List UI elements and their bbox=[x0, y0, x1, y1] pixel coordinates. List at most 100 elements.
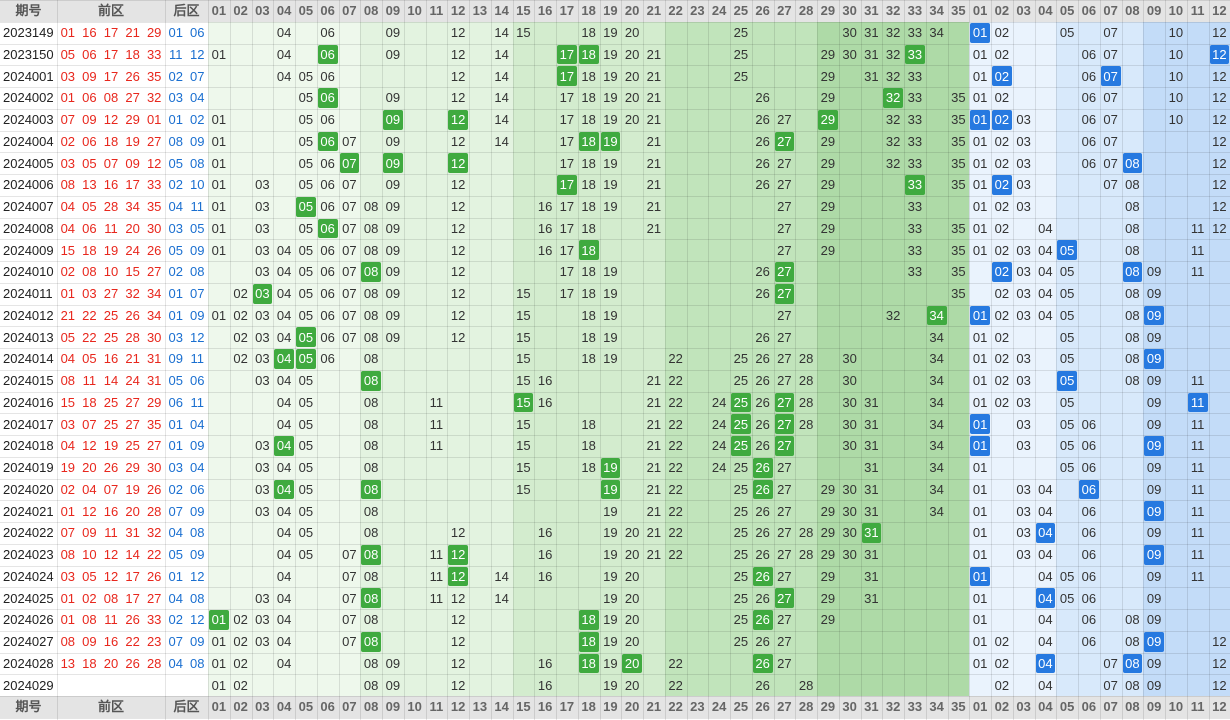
front-zone-number: 26 bbox=[755, 438, 770, 454]
grid-line bbox=[338, 0, 340, 720]
front-zone-number: 21 bbox=[646, 133, 662, 149]
front-zone-number: 26 bbox=[755, 590, 770, 606]
front-zone-number: 05 bbox=[298, 503, 314, 519]
front-hit-cell: 25 bbox=[730, 435, 752, 457]
back-hit-number: 04 bbox=[1035, 588, 1056, 608]
back-draw-number bbox=[165, 674, 187, 696]
issue-number: 2024008 bbox=[0, 217, 57, 240]
back-zone-number: 10 bbox=[1168, 68, 1184, 84]
header-front-number: 32 bbox=[882, 0, 904, 22]
front-hit-number: 26 bbox=[752, 479, 773, 500]
back-zone-number: 03 bbox=[1016, 547, 1031, 563]
back-zone-number: 09 bbox=[1146, 460, 1162, 476]
front-zone-number: 04 bbox=[276, 416, 292, 432]
front-zone-number: 03 bbox=[255, 438, 270, 454]
front-zone-number: 27 bbox=[777, 481, 792, 497]
front-zone-number: 32 bbox=[885, 68, 901, 84]
back-zone-number: 05 bbox=[1059, 307, 1075, 323]
front-zone-number: 26 bbox=[755, 329, 770, 345]
front-hit-number: 06 bbox=[317, 218, 338, 239]
footer-header-front-number: 19 bbox=[599, 696, 622, 718]
front-zone-number: 09 bbox=[385, 307, 401, 323]
back-zone-number: 08 bbox=[1125, 351, 1140, 367]
back-draw-number: 02 bbox=[165, 65, 187, 87]
back-zone-number: 11 bbox=[1190, 416, 1205, 432]
back-draw-number: 04 bbox=[186, 413, 208, 435]
footer-header-front-number: 12 bbox=[447, 696, 469, 718]
front-draw-number: 17 bbox=[121, 587, 144, 609]
front-draw-number: 24 bbox=[121, 239, 144, 261]
front-zone-number: 31 bbox=[864, 68, 879, 84]
header-front-number: 22 bbox=[664, 0, 687, 22]
grid-line bbox=[295, 0, 296, 720]
front-draw-number: 20 bbox=[121, 500, 144, 522]
front-hit-cell: 06 bbox=[317, 131, 339, 153]
front-draw-number: 18 bbox=[78, 391, 101, 414]
front-draw-number: 30 bbox=[143, 456, 165, 479]
front-zone-number: 21 bbox=[646, 199, 662, 215]
front-zone-number: 09 bbox=[385, 655, 401, 671]
back-zone-number: 12 bbox=[1212, 25, 1227, 41]
back-zone-number: 09 bbox=[1146, 590, 1162, 606]
front-zone-number: 05 bbox=[298, 264, 314, 280]
front-hit-number: 17 bbox=[557, 175, 577, 195]
grid-line bbox=[751, 0, 753, 720]
back-draw-number: 04 bbox=[186, 456, 208, 479]
front-zone-number: 12 bbox=[450, 25, 466, 41]
front-zone-number: 02 bbox=[233, 612, 248, 628]
front-hit-number: 27 bbox=[774, 283, 795, 304]
back-zone-number: 01 bbox=[972, 68, 988, 84]
front-draw-number: 01 bbox=[57, 587, 79, 609]
back-draw-number: 07 bbox=[165, 630, 187, 653]
front-zone-number: 33 bbox=[907, 155, 923, 171]
back-hit-cell: 09 bbox=[1143, 500, 1165, 522]
front-zone-number: 28 bbox=[798, 416, 814, 432]
issue-number: 2024027 bbox=[0, 630, 57, 653]
front-zone-number: 27 bbox=[777, 503, 792, 519]
front-zone-number: 09 bbox=[385, 242, 401, 258]
back-zone-number: 04 bbox=[1038, 286, 1053, 302]
header-front-number: 21 bbox=[643, 0, 665, 22]
front-zone-column-bg bbox=[708, 21, 730, 696]
front-zone-number: 04 bbox=[276, 242, 292, 258]
grid-line bbox=[0, 630, 1230, 632]
front-zone-number: 08 bbox=[363, 199, 379, 215]
front-zone-number: 19 bbox=[603, 590, 618, 606]
front-zone-number: 19 bbox=[603, 90, 618, 106]
front-hit-cell: 31 bbox=[861, 522, 883, 544]
front-hit-cell: 18 bbox=[578, 131, 600, 153]
front-hit-cell: 27 bbox=[774, 283, 796, 305]
front-hit-cell: 26 bbox=[752, 566, 774, 588]
front-zone-number: 16 bbox=[537, 394, 553, 410]
front-draw-number: 20 bbox=[100, 652, 122, 675]
footer-header-front-number: 10 bbox=[403, 696, 426, 718]
front-zone-number: 18 bbox=[581, 177, 596, 193]
back-zone-number: 03 bbox=[1016, 416, 1031, 432]
header-front-number: 31 bbox=[860, 0, 883, 22]
back-hit-cell: 02 bbox=[991, 174, 1013, 196]
front-zone-number: 24 bbox=[711, 394, 727, 410]
header-front-number: 16 bbox=[534, 0, 556, 22]
front-draw-number: 11 bbox=[100, 609, 122, 631]
front-hit-number: 18 bbox=[578, 44, 599, 65]
front-hit-number: 32 bbox=[883, 88, 903, 108]
footer-header-front-number: 23 bbox=[686, 696, 709, 718]
front-zone-number: 07 bbox=[342, 590, 357, 606]
front-hit-number: 18 bbox=[578, 653, 599, 674]
header-front-number: 14 bbox=[490, 0, 513, 22]
back-zone-number: 08 bbox=[1125, 286, 1140, 302]
front-draw-number: 03 bbox=[57, 565, 79, 588]
front-zone-number: 05 bbox=[298, 373, 314, 389]
back-zone-number: 11 bbox=[1190, 525, 1205, 541]
front-hit-cell: 07 bbox=[339, 152, 361, 174]
back-draw-number: 05 bbox=[186, 217, 208, 240]
front-zone-number: 16 bbox=[537, 568, 553, 584]
back-hit-number: 09 bbox=[1144, 305, 1164, 326]
front-zone-number: 07 bbox=[342, 199, 357, 215]
front-zone-number: 14 bbox=[494, 133, 509, 149]
front-zone-number: 34 bbox=[929, 329, 944, 345]
front-draw-number: 02 bbox=[78, 587, 101, 609]
issue-number: 2024028 bbox=[0, 652, 57, 675]
front-zone-number: 22 bbox=[668, 525, 683, 541]
front-zone-number: 27 bbox=[777, 460, 792, 476]
